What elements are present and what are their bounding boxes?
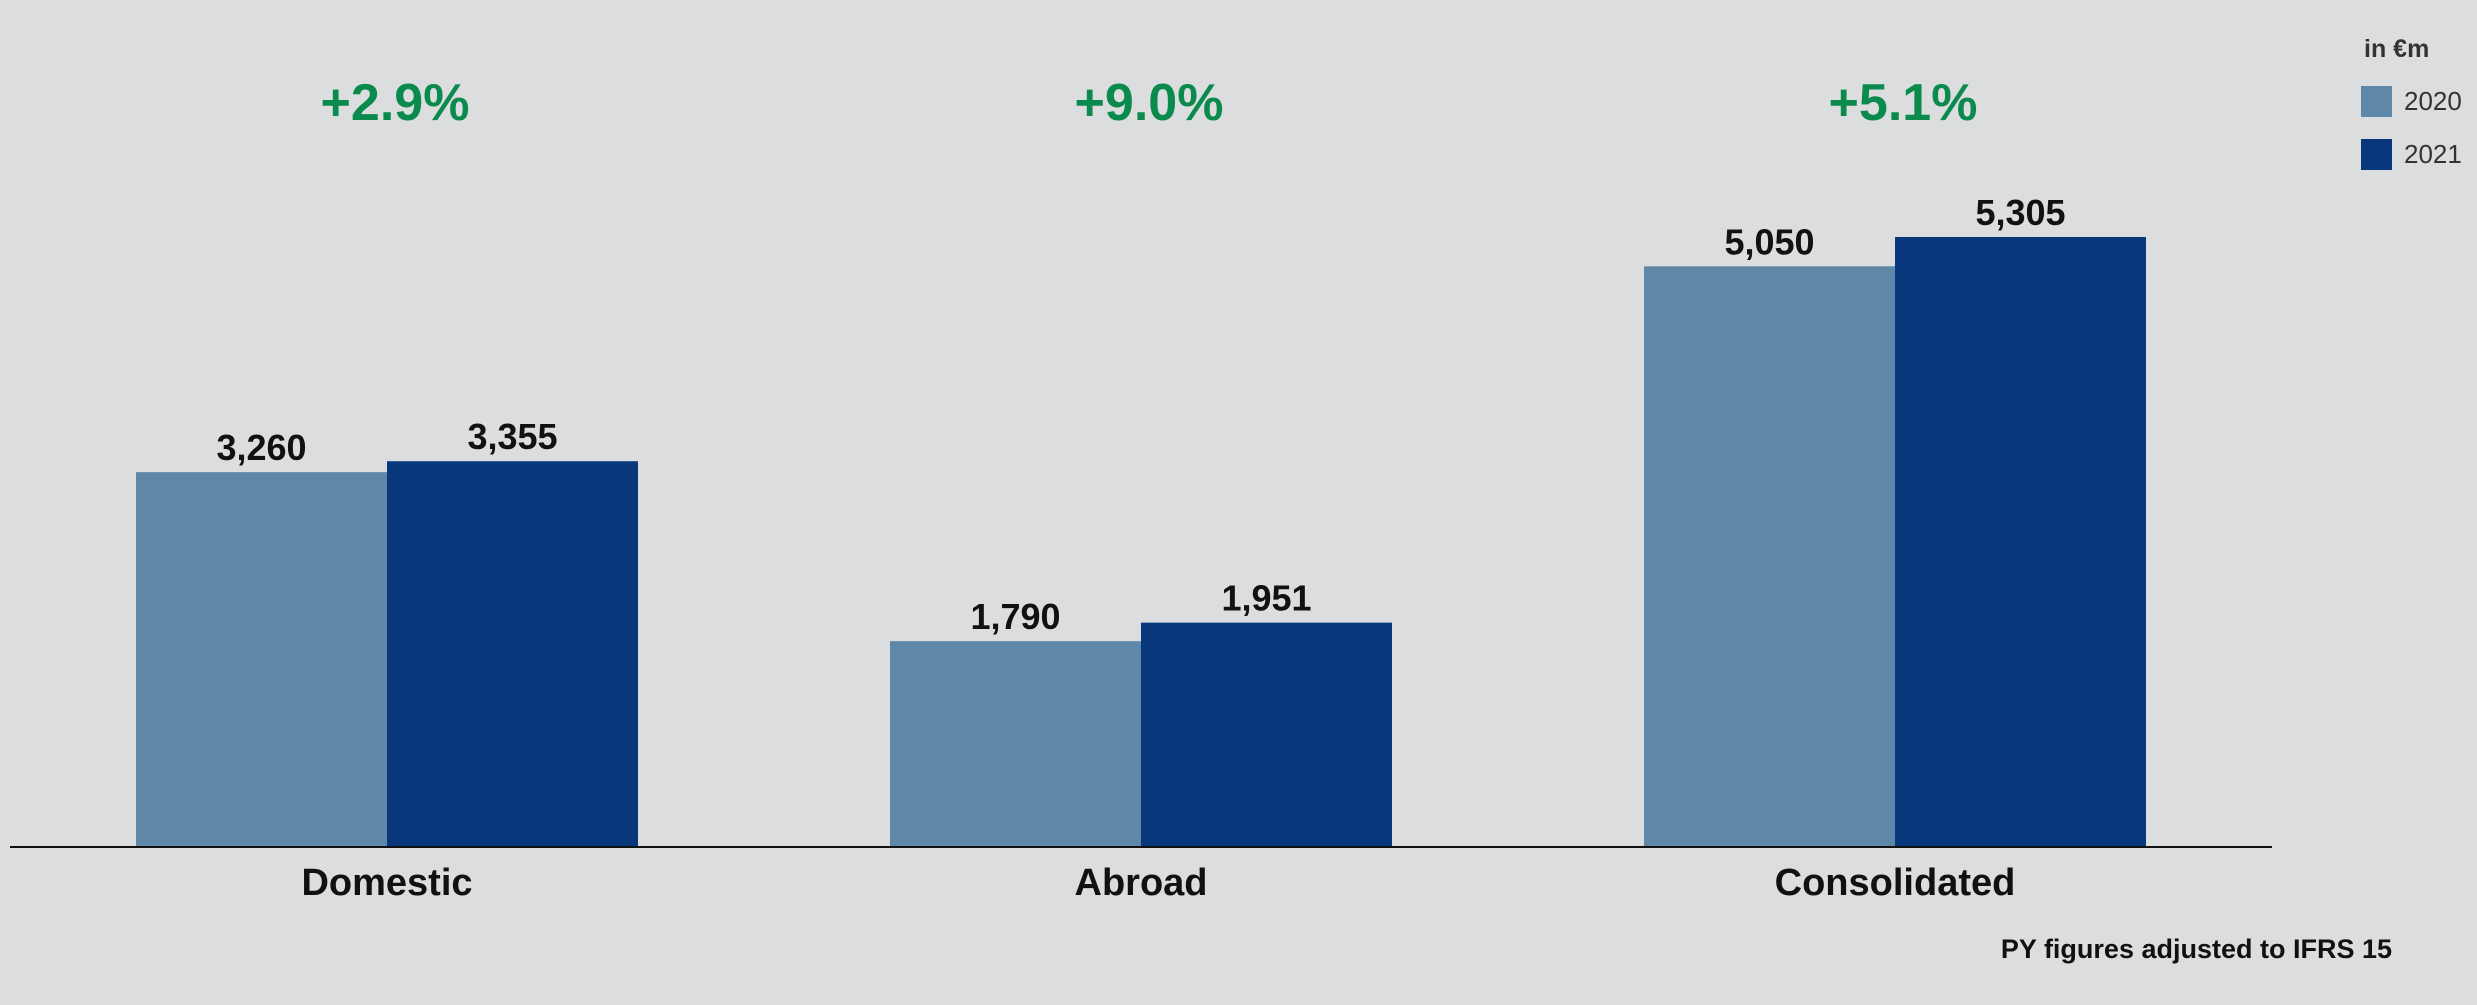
legend-label-2020: 2020 xyxy=(2404,86,2462,116)
footnote: PY figures adjusted to IFRS 15 xyxy=(2001,934,2392,964)
change-label-consolidated: +5.1% xyxy=(1829,74,1978,132)
bar-abroad-2020 xyxy=(890,641,1141,847)
legend-unit-label: in €m xyxy=(2364,35,2429,63)
bar-consolidated-2020 xyxy=(1644,266,1895,847)
bars-layer xyxy=(136,237,2146,847)
bar-consolidated-2021 xyxy=(1895,237,2146,847)
bar-value-label-abroad-2020: 1,790 xyxy=(970,596,1060,637)
bar-value-label-domestic-2021: 3,355 xyxy=(467,416,557,457)
category-label-consolidated: Consolidated xyxy=(1775,862,2016,904)
labels-layer: 3,260 3,355 Domestic +2.9% 1,790 1,951 Abroad +… xyxy=(216,74,2065,904)
bar-domestic-2021 xyxy=(387,461,638,847)
change-label-domestic: +2.9% xyxy=(321,74,470,132)
legend-swatch-2021 xyxy=(2361,139,2392,170)
legend-swatch-2020 xyxy=(2361,86,2392,117)
change-label-abroad: +9.0% xyxy=(1075,74,1224,132)
bar-domestic-2020 xyxy=(136,472,387,847)
bar-value-label-abroad-2021: 1,951 xyxy=(1221,578,1311,619)
legend: in €m 2020 2021 xyxy=(2361,35,2462,170)
bar-value-label-consolidated-2021: 5,305 xyxy=(1975,192,2065,233)
category-label-domestic: Domestic xyxy=(301,862,472,904)
bar-abroad-2021 xyxy=(1141,622,1392,847)
category-label-abroad: Abroad xyxy=(1075,862,1208,904)
bar-value-label-domestic-2020: 3,260 xyxy=(216,427,306,468)
bar-value-label-consolidated-2020: 5,050 xyxy=(1724,221,1814,262)
legend-label-2021: 2021 xyxy=(2404,139,2462,169)
